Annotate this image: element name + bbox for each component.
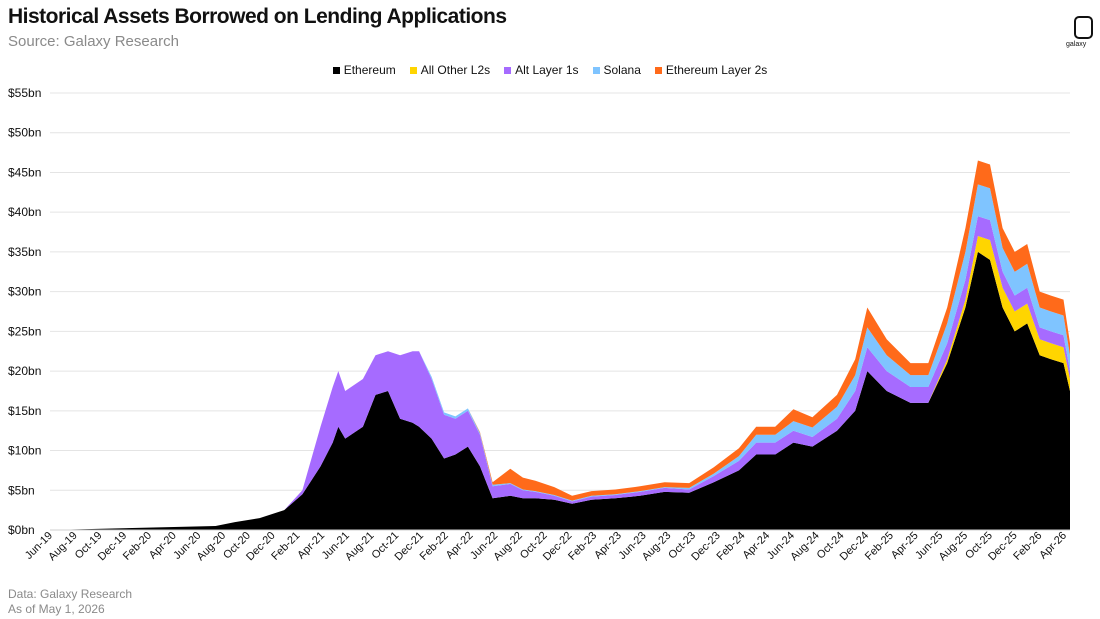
galaxy-logo-icon: galaxy (1066, 14, 1100, 50)
chart-title: Historical Assets Borrowed on Lending Ap… (8, 5, 507, 28)
x-tick-label: Feb-23 (566, 530, 599, 563)
legend-swatch (504, 66, 512, 74)
x-tick-label: Feb-24 (714, 530, 747, 563)
footer-data-source: Data: Galaxy Research (8, 587, 133, 601)
legend-swatch (332, 66, 340, 74)
y-tick-label: $45bn (8, 165, 41, 179)
footer-as-of: As of May 1, 2026 (8, 602, 105, 616)
legend-item: Ethereum (332, 63, 396, 77)
legend-swatch (654, 66, 662, 74)
x-tick-label: Feb-20 (121, 530, 154, 563)
legend-swatch (409, 66, 417, 74)
x-tick-label: Feb-25 (863, 530, 896, 563)
y-tick-label: $15bn (8, 404, 41, 418)
x-tick-label: Apr-26 (1037, 530, 1069, 562)
series-area-ethereum (50, 251, 1070, 530)
chart-legend: Ethereum All Other L2s Alt Layer 1s Solana E… (0, 63, 1100, 77)
y-tick-label: $40bn (8, 205, 41, 219)
chart-subtitle: Source: Galaxy Research (8, 33, 179, 50)
y-tick-label: $30bn (8, 285, 41, 299)
y-tick-label: $5bn (8, 483, 35, 497)
legend-label: Ethereum (343, 63, 396, 77)
legend-item: Solana (592, 63, 641, 77)
legend-item: Ethereum Layer 2s (654, 63, 768, 77)
y-tick-label: $35bn (8, 245, 41, 259)
y-tick-label: $55bn (8, 86, 41, 100)
legend-label: Ethereum Layer 2s (665, 63, 768, 77)
y-tick-label: $20bn (8, 364, 41, 378)
legend-item: All Other L2s (409, 63, 491, 77)
y-tick-label: $25bn (8, 324, 41, 338)
series-area-alt-layer-1s (50, 216, 1070, 530)
legend-swatch (592, 66, 600, 74)
legend-item: Alt Layer 1s (504, 63, 579, 77)
x-tick-label: Feb-26 (1011, 530, 1044, 563)
x-tick-label: Feb-21 (269, 530, 302, 563)
y-tick-label: $10bn (8, 444, 41, 458)
y-tick-label: $50bn (8, 126, 41, 140)
legend-label: Alt Layer 1s (515, 63, 579, 77)
legend-label: All Other L2s (420, 63, 491, 77)
legend-label: Solana (603, 63, 641, 77)
logo-text: galaxy (1066, 41, 1087, 48)
x-tick-label: Feb-22 (418, 530, 451, 563)
y-tick-label: $0bn (8, 523, 35, 537)
